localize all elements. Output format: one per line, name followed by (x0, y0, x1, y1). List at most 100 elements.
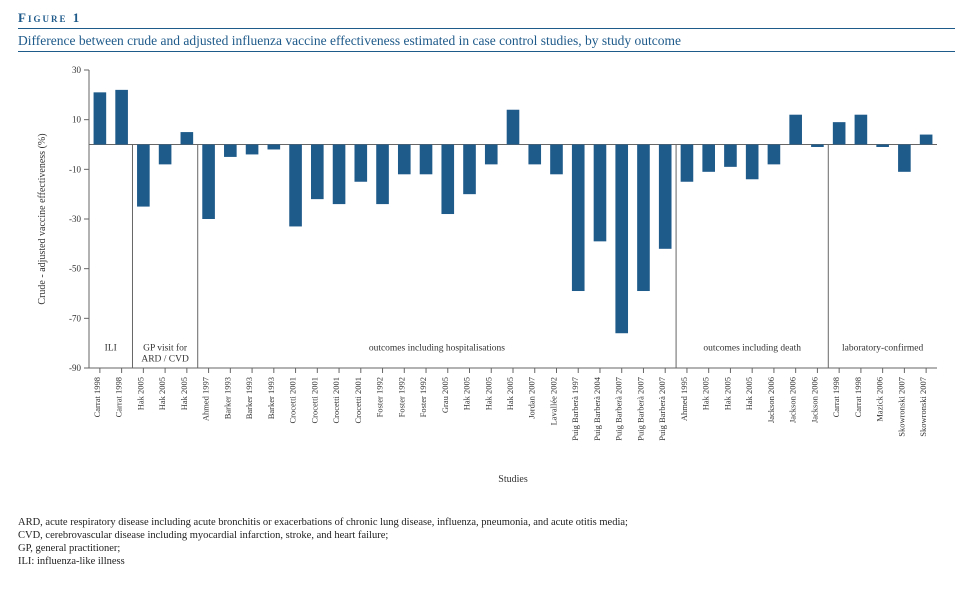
svg-text:-50: -50 (69, 264, 81, 274)
svg-text:Carrat 1998: Carrat 1998 (113, 377, 123, 417)
svg-text:Mazick 2006: Mazick 2006 (874, 377, 884, 422)
bar (745, 145, 758, 180)
svg-text:Foster 1992: Foster 1992 (396, 377, 406, 417)
bar (115, 90, 128, 145)
svg-text:Hak 2005: Hak 2005 (135, 377, 145, 410)
svg-text:Lavallée 2002: Lavallée 2002 (548, 377, 558, 425)
bar (593, 145, 606, 242)
svg-text:laboratory-confirmed: laboratory-confirmed (842, 343, 923, 354)
bar (832, 122, 845, 144)
svg-text:Skowronski 2007: Skowronski 2007 (918, 377, 928, 437)
svg-text:Hak 2005: Hak 2005 (178, 377, 188, 410)
svg-text:-10: -10 (69, 164, 81, 174)
bar (724, 145, 737, 167)
svg-text:Foster 1992: Foster 1992 (374, 377, 384, 417)
bar (550, 145, 563, 175)
svg-text:-30: -30 (69, 214, 81, 224)
chart-container: -90 -70 -50 -30 -10 10 30 Crude - adjusted vacc… (27, 58, 947, 488)
svg-text:Carrat 1998: Carrat 1998 (91, 377, 101, 417)
svg-text:Jackson 2006: Jackson 2006 (787, 377, 797, 423)
bar-chart: -90 -70 -50 -30 -10 10 30 Crude - adjusted vacc… (27, 58, 947, 488)
bar (224, 145, 237, 157)
svg-text:Carrat 1998: Carrat 1998 (831, 377, 841, 417)
bar (397, 145, 410, 175)
svg-text:Crocetti 2001: Crocetti 2001 (352, 377, 362, 424)
svg-text:Ahmed 1995: Ahmed 1995 (678, 377, 688, 421)
svg-text:Puig Barberà 2007: Puig Barberà 2007 (635, 377, 645, 441)
bar (137, 145, 150, 207)
svg-text:Crocetti 2001: Crocetti 2001 (287, 377, 297, 424)
bar (767, 145, 780, 165)
footnote-line: GP, general practitioner; (18, 542, 955, 555)
svg-text:Studies: Studies (498, 474, 528, 485)
svg-text:Hak 2005: Hak 2005 (157, 377, 167, 410)
bar (789, 115, 802, 145)
figure-rule-under (18, 51, 955, 52)
svg-text:Hak 2005: Hak 2005 (700, 377, 710, 410)
bar (506, 110, 519, 145)
bar (419, 145, 432, 175)
figure-page: Figure 1 Difference between crude and ad… (0, 0, 973, 610)
svg-text:-90: -90 (69, 363, 81, 373)
svg-text:Barker 1993: Barker 1993 (265, 377, 275, 419)
svg-text:Barker 1993: Barker 1993 (244, 377, 254, 419)
svg-text:-70: -70 (69, 313, 81, 323)
figure-title: Difference between crude and adjusted in… (18, 33, 955, 49)
svg-text:Jordan 2007: Jordan 2007 (526, 377, 536, 419)
bar (441, 145, 454, 215)
svg-text:Hak 2005: Hak 2005 (722, 377, 732, 410)
bar (93, 92, 106, 144)
svg-text:ILI: ILI (104, 344, 116, 354)
svg-text:30: 30 (72, 65, 82, 75)
bar (202, 145, 215, 220)
bar (658, 145, 671, 249)
bar (637, 145, 650, 292)
footnotes: ARD, acute respiratory disease including… (18, 516, 955, 569)
svg-text:Puig Barberà 1997: Puig Barberà 1997 (570, 377, 580, 441)
svg-text:Crude - adjusted vaccine effec: Crude - adjusted vaccine effectiveness (… (37, 133, 48, 304)
bar (180, 132, 193, 144)
figure-label: Figure 1 (18, 10, 955, 26)
svg-text:Foster 1992: Foster 1992 (418, 377, 428, 417)
bar (898, 145, 911, 172)
svg-text:Ahmed 1997: Ahmed 1997 (200, 377, 210, 421)
svg-text:Puig Barberà 2004: Puig Barberà 2004 (591, 376, 601, 440)
bar (571, 145, 584, 292)
bar (158, 145, 171, 165)
bar (919, 135, 932, 145)
bar (484, 145, 497, 165)
svg-text:GP visit forARD / CVD: GP visit forARD / CVD (141, 343, 189, 365)
svg-text:Jackson 2006: Jackson 2006 (765, 377, 775, 423)
svg-text:Barker 1993: Barker 1993 (222, 377, 232, 419)
bar (311, 145, 324, 200)
bar (376, 145, 389, 205)
bar (876, 145, 889, 147)
svg-text:Hak 2005: Hak 2005 (505, 377, 515, 410)
bar (702, 145, 715, 172)
bar (528, 145, 541, 165)
bar (854, 115, 867, 145)
svg-text:Crocetti 2001: Crocetti 2001 (309, 377, 319, 424)
svg-text:Hak 2005: Hak 2005 (483, 377, 493, 410)
bar (245, 145, 258, 155)
bar (463, 145, 476, 195)
svg-text:Crocetti 2001: Crocetti 2001 (331, 377, 341, 424)
svg-text:Jackson 2006: Jackson 2006 (809, 377, 819, 423)
svg-text:Grau 2005: Grau 2005 (439, 377, 449, 413)
footnote-line: ILI: influenza-like illness (18, 555, 955, 568)
svg-text:Hak 2005: Hak 2005 (461, 377, 471, 410)
bar (267, 145, 280, 150)
bar (332, 145, 345, 205)
svg-text:Carrat 1998: Carrat 1998 (852, 377, 862, 417)
bar (811, 145, 824, 147)
bar (354, 145, 367, 182)
svg-text:outcomes including death: outcomes including death (703, 344, 801, 354)
bar (289, 145, 302, 227)
figure-rule-top (18, 28, 955, 29)
svg-text:Puig Barberà 2007: Puig Barberà 2007 (657, 377, 667, 441)
svg-text:Hak 2005: Hak 2005 (744, 377, 754, 410)
footnote-line: ARD, acute respiratory disease including… (18, 516, 955, 529)
svg-text:outcomes including hospitalisa: outcomes including hospitalisations (368, 344, 504, 354)
svg-text:10: 10 (72, 115, 82, 125)
bar (615, 145, 628, 334)
